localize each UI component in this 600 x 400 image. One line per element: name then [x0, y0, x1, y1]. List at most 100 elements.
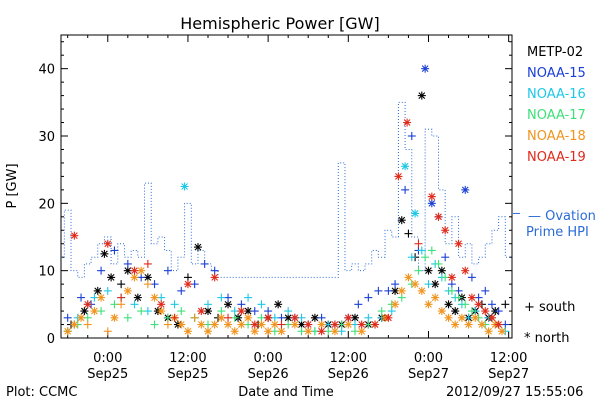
legend: METP-02 NOAA-15 NOAA-16 NOAA-17 NOAA-18 NOAA-…: [527, 45, 586, 165]
data-point-noaa-17: [230, 313, 239, 322]
data-point-noaa-15: [264, 307, 273, 316]
data-point-noaa-18: [110, 313, 119, 322]
data-point-metp-02: [100, 249, 109, 258]
data-point-noaa-16: [270, 313, 279, 322]
data-point-noaa-15: [364, 293, 373, 302]
data-point-noaa-17: [137, 307, 146, 316]
data-point-noaa-18: [203, 327, 212, 336]
data-point-noaa-16: [143, 307, 152, 316]
data-point-noaa-18: [217, 313, 226, 322]
data-point-metp-02: [274, 300, 283, 309]
data-point-noaa-17: [284, 320, 293, 329]
data-point-metp-02: [297, 320, 306, 329]
data-point-noaa-19: [197, 307, 206, 316]
data-point-noaa-17: [97, 307, 106, 316]
data-point-noaa-16: [230, 307, 239, 316]
data-point-noaa-18: [391, 300, 400, 309]
data-point-noaa-19: [330, 320, 339, 329]
data-point-noaa-19: [264, 313, 273, 322]
data-point-noaa-15: [494, 307, 503, 316]
data-point-noaa-19: [237, 307, 246, 316]
legend-entry: NOAA-19: [527, 150, 586, 165]
data-point-noaa-19: [277, 320, 286, 329]
data-point-noaa-18: [63, 327, 72, 336]
ovation-label-line1: — Ovation: [528, 209, 596, 224]
data-point-noaa-18: [83, 320, 92, 329]
data-point-metp-02: [350, 313, 359, 322]
ovation-prime-hpi-line: [61, 101, 520, 278]
data-point-noaa-15: [200, 259, 209, 268]
data-point-noaa-16: [411, 209, 420, 218]
data-point-noaa-19: [290, 313, 299, 322]
data-point-noaa-16: [180, 182, 189, 191]
data-point-metp-02: [80, 307, 89, 316]
data-point-noaa-17: [337, 320, 346, 329]
data-point-noaa-19: [103, 239, 112, 248]
data-point-noaa-16: [90, 293, 99, 302]
data-point-noaa-19: [467, 293, 476, 302]
data-point-noaa-18: [264, 327, 273, 336]
data-point-noaa-18: [143, 280, 152, 289]
x-tick-date: Sep26: [248, 367, 289, 382]
data-point-noaa-15: [97, 266, 106, 275]
data-point-noaa-19: [394, 172, 403, 181]
data-point-noaa-15: [501, 320, 510, 329]
data-point-noaa-16: [387, 307, 396, 316]
data-point-noaa-17: [324, 327, 333, 336]
data-point-metp-02: [424, 266, 433, 275]
data-point-noaa-15: [487, 300, 496, 309]
data-point-noaa-19: [224, 313, 233, 322]
x-axis-label: Date and Time: [238, 385, 334, 400]
data-point-noaa-18: [431, 293, 440, 302]
data-point-noaa-18: [477, 320, 486, 329]
data-point-noaa-18: [411, 280, 420, 289]
legend-note-south: + south: [524, 300, 575, 315]
data-point-noaa-15: [374, 286, 383, 295]
y-tick-label: 0: [47, 332, 55, 347]
y-tick-label: 10: [38, 265, 55, 280]
data-point-noaa-18: [424, 300, 433, 309]
legend-entry: NOAA-16: [527, 87, 586, 102]
data-point-noaa-15: [474, 293, 483, 302]
data-point-noaa-16: [337, 327, 346, 336]
data-point-noaa-19: [304, 320, 313, 329]
x-tick-date: Sep25: [167, 367, 208, 382]
data-point-noaa-19: [183, 280, 192, 289]
data-point-noaa-19: [83, 300, 92, 309]
data-point-noaa-17: [177, 307, 186, 316]
data-point-noaa-16: [170, 300, 179, 309]
data-point-noaa-15: [77, 293, 86, 302]
data-point-noaa-18: [497, 327, 506, 336]
data-point-noaa-17: [377, 307, 386, 316]
data-point-noaa-17: [163, 313, 172, 322]
x-tick-time: 0:00: [414, 351, 443, 366]
data-point-noaa-18: [270, 320, 279, 329]
data-point-noaa-15: [427, 199, 436, 208]
data-point-noaa-18: [357, 327, 366, 336]
data-point-noaa-18: [97, 293, 106, 302]
data-point-noaa-17: [447, 286, 456, 295]
data-point-noaa-15: [277, 313, 286, 322]
data-point-noaa-18: [277, 327, 286, 336]
legend-entry: NOAA-17: [527, 108, 586, 123]
data-point-noaa-19: [157, 300, 166, 309]
data-point-noaa-17: [110, 300, 119, 309]
data-point-noaa-15: [421, 64, 430, 73]
data-point-noaa-19: [487, 313, 496, 322]
data-point-noaa-19: [441, 226, 450, 235]
data-point-metp-02: [133, 293, 142, 302]
data-point-metp-02: [437, 266, 446, 275]
data-point-metp-02: [391, 286, 400, 295]
data-point-noaa-18: [77, 313, 86, 322]
data-point-noaa-15: [481, 286, 490, 295]
data-point-noaa-19: [454, 239, 463, 248]
chart-title: Hemispheric Power [GW]: [180, 14, 379, 33]
data-point-metp-02: [404, 229, 413, 238]
data-point-noaa-15: [454, 286, 463, 295]
data-point-noaa-19: [384, 313, 393, 322]
data-point-noaa-19: [344, 313, 353, 322]
data-point-noaa-19: [403, 118, 412, 127]
data-point-noaa-15: [123, 259, 132, 268]
data-point-noaa-18: [150, 293, 159, 302]
